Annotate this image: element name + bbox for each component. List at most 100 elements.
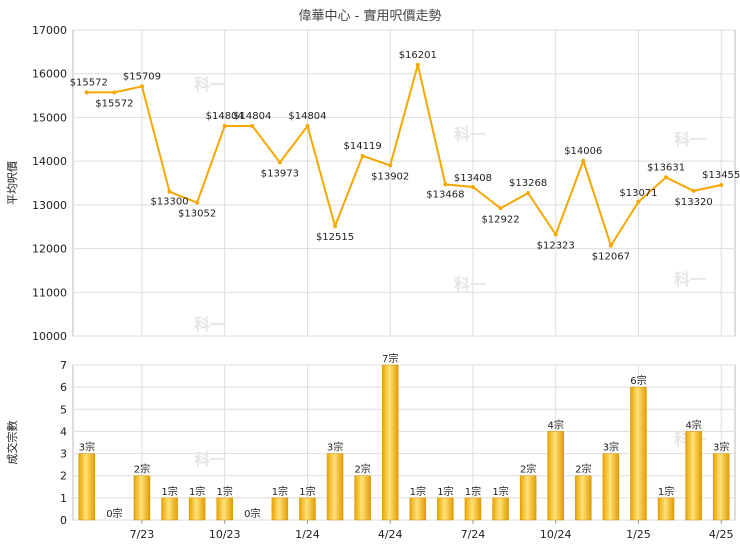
watermark: 科一 bbox=[194, 75, 226, 94]
volume-data-label: 2宗 bbox=[134, 463, 150, 476]
volume-data-label: 1宗 bbox=[437, 485, 453, 498]
volume-data-label: 1宗 bbox=[658, 485, 674, 498]
price-y-tick-label: 15000 bbox=[32, 111, 67, 124]
price-data-label: $13408 bbox=[454, 173, 492, 184]
volume-data-label: 1宗 bbox=[465, 485, 481, 498]
volume-data-label: 2宗 bbox=[575, 463, 591, 476]
price-y-tick-label: 13000 bbox=[32, 199, 67, 212]
price-data-label: $12515 bbox=[316, 232, 354, 243]
price-y-tick-label: 17000 bbox=[32, 24, 67, 37]
volume-y-tick-label: 7 bbox=[60, 359, 67, 372]
x-tick-label: 7/24 bbox=[461, 528, 486, 541]
price-point bbox=[526, 191, 531, 196]
watermark: 科一 bbox=[194, 450, 226, 469]
volume-data-label: 4宗 bbox=[548, 418, 564, 431]
volume-y-tick-label: 3 bbox=[60, 448, 67, 461]
volume-data-label: 3宗 bbox=[327, 441, 343, 454]
price-point bbox=[636, 199, 641, 204]
volume-bar bbox=[216, 497, 233, 521]
volume-y-tick-label: 0 bbox=[60, 514, 67, 527]
price-point bbox=[305, 123, 310, 128]
chart-title: 偉華中心 - 實用呎價走勢 bbox=[298, 9, 442, 24]
price-point bbox=[84, 90, 89, 95]
volume-bar bbox=[519, 475, 537, 521]
price-data-label: $14804 bbox=[288, 111, 326, 122]
x-tick-label: 1/24 bbox=[295, 528, 320, 541]
watermark: 科一 bbox=[674, 130, 706, 149]
price-data-label: $14804 bbox=[233, 111, 271, 122]
volume-data-label: 3宗 bbox=[713, 441, 729, 454]
volume-bar bbox=[685, 431, 702, 521]
volume-bar bbox=[602, 453, 620, 521]
volume-data-label: 1宗 bbox=[410, 485, 426, 498]
volume-data-label: 0宗 bbox=[106, 507, 122, 520]
price-data-label: $14006 bbox=[564, 146, 602, 157]
price-y-tick-label: 10000 bbox=[32, 330, 67, 343]
price-point bbox=[360, 153, 365, 158]
price-point bbox=[443, 182, 448, 187]
watermark: 科一 bbox=[454, 275, 486, 294]
price-point bbox=[664, 175, 669, 180]
price-point bbox=[167, 189, 172, 194]
x-tick-label: 7/23 bbox=[130, 528, 155, 541]
volume-data-label: 6宗 bbox=[630, 374, 646, 387]
volume-data-label: 3宗 bbox=[79, 441, 95, 454]
volume-bar bbox=[271, 497, 289, 521]
x-tick-label: 4/25 bbox=[709, 528, 734, 541]
volume-y-tick-label: 5 bbox=[60, 403, 67, 416]
x-tick-label: 1/25 bbox=[626, 528, 651, 541]
watermark: 科一 bbox=[194, 315, 226, 334]
price-data-label: $13300 bbox=[150, 197, 188, 208]
volume-y-tick-label: 2 bbox=[60, 470, 67, 483]
price-data-label: $13268 bbox=[509, 178, 547, 189]
volume-plot-area bbox=[72, 364, 736, 521]
volume-data-label: 1宗 bbox=[272, 485, 288, 498]
watermark: 科一 bbox=[674, 270, 706, 289]
volume-data-label: 1宗 bbox=[189, 485, 205, 498]
price-point bbox=[112, 90, 117, 95]
volume-bar bbox=[354, 475, 371, 521]
price-data-label: $14119 bbox=[344, 141, 382, 152]
price-data-label: $13071 bbox=[619, 188, 657, 199]
volume-bar bbox=[712, 453, 730, 521]
volume-bar bbox=[492, 497, 509, 521]
volume-bar bbox=[437, 497, 454, 521]
price-point bbox=[581, 158, 586, 163]
volume-bar bbox=[409, 497, 427, 521]
x-tick-label: 4/24 bbox=[378, 528, 403, 541]
volume-data-label: 3宗 bbox=[603, 441, 619, 454]
price-data-label: $15709 bbox=[123, 71, 161, 82]
price-point bbox=[139, 84, 144, 89]
volume-bar bbox=[326, 453, 344, 521]
volume-y-tick-label: 1 bbox=[60, 492, 67, 505]
volume-data-label: 0宗 bbox=[244, 507, 260, 520]
volume-data-label: 1宗 bbox=[217, 485, 233, 498]
volume-bar bbox=[657, 497, 675, 521]
price-point bbox=[553, 232, 558, 237]
price-data-label: $12067 bbox=[592, 252, 630, 263]
watermark: 科一 bbox=[454, 125, 486, 144]
price-data-label: $13973 bbox=[261, 168, 299, 179]
volume-bar bbox=[547, 431, 564, 521]
price-point bbox=[719, 182, 724, 187]
price-data-label: $12323 bbox=[537, 240, 575, 251]
x-tick-label: 10/23 bbox=[209, 528, 241, 541]
volume-data-label: 1宗 bbox=[161, 485, 177, 498]
price-data-label: $15572 bbox=[70, 77, 108, 88]
price-data-label: $13455 bbox=[702, 170, 740, 181]
volume-bar bbox=[133, 475, 151, 521]
volume-bar bbox=[188, 497, 206, 521]
volume-y-axis-label: 成交宗數 bbox=[5, 421, 19, 465]
price-data-label: $13468 bbox=[426, 189, 464, 200]
volume-data-label: 1宗 bbox=[492, 485, 508, 498]
price-y-axis-label: 平均呎價 bbox=[5, 161, 19, 205]
price-y-tick-label: 16000 bbox=[32, 68, 67, 81]
volume-y-tick-label: 4 bbox=[60, 425, 67, 438]
price-data-label: $13052 bbox=[178, 209, 216, 220]
price-point bbox=[415, 62, 420, 67]
volume-y-tick-label: 6 bbox=[60, 381, 67, 394]
price-point bbox=[388, 163, 393, 168]
price-point bbox=[498, 206, 503, 211]
price-data-label: $15572 bbox=[95, 98, 133, 109]
